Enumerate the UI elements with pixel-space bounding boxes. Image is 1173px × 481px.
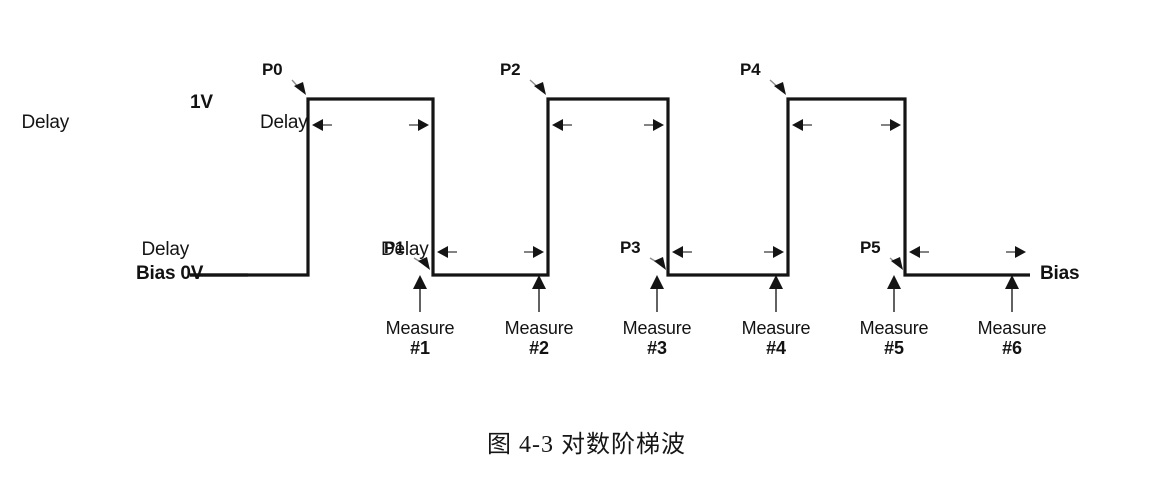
delay-arrow-left-delay-6 — [909, 246, 920, 258]
measure-tick-group — [413, 275, 1019, 312]
measure-arrow-measure-6 — [1005, 275, 1019, 289]
measure-number-measure-1: #1 — [410, 338, 430, 359]
node-arrow-p0 — [294, 82, 306, 95]
measure-label-measure-6: Measure #6 — [978, 318, 1047, 358]
delay-arrow-right-delay-3 — [653, 119, 664, 131]
node-leader-group — [291, 79, 903, 270]
delay-arrow-right-delay-1 — [418, 119, 429, 131]
delay-dimension-group — [312, 119, 1026, 258]
measure-number-measure-2: #2 — [529, 338, 549, 359]
delay-label-delay-5: Delay — [260, 112, 308, 133]
measure-label-text-measure-2: Measure — [504, 318, 574, 338]
bias-left-label: Bias 0V — [136, 263, 204, 284]
bias-right-label: Bias — [1040, 263, 1080, 284]
delay-arrow-right-delay-5 — [890, 119, 901, 131]
measure-label-text-measure-6: Measure — [977, 318, 1047, 338]
measure-arrow-measure-4 — [769, 275, 783, 289]
waveform-path-group — [190, 97, 1030, 277]
measure-label-text-measure-4: Measure — [741, 318, 811, 338]
measure-label-text-measure-1: Measure — [385, 318, 455, 338]
node-arrow-p3 — [654, 257, 666, 270]
figure-caption: 图 4-3 对数阶梯波 — [487, 432, 686, 458]
measure-label-measure-4: Measure #4 — [742, 318, 811, 358]
staircase-waveform-path — [190, 97, 1030, 277]
node-label-p3: P3 — [620, 238, 641, 257]
measure-number-measure-4: #4 — [766, 338, 786, 359]
measure-label-measure-3: Measure #3 — [623, 318, 692, 358]
delay-arrow-left-delay-1 — [312, 119, 323, 131]
measure-label-measure-2: Measure #2 — [505, 318, 574, 358]
delay-arrow-left-delay-3 — [552, 119, 563, 131]
delay-arrow-right-delay-4 — [773, 246, 784, 258]
measure-arrow-measure-3 — [650, 275, 664, 289]
node-label-p5: P5 — [860, 238, 881, 257]
node-label-p0: P0 — [262, 60, 283, 79]
node-label-p2: P2 — [500, 60, 521, 79]
measure-number-measure-5: #5 — [884, 338, 904, 359]
node-label-p4: P4 — [740, 60, 761, 79]
delay-arrow-left-delay-2 — [437, 246, 448, 258]
measure-label-text-measure-5: Measure — [859, 318, 929, 338]
delay-arrow-left-delay-5 — [792, 119, 803, 131]
measure-arrow-measure-5 — [887, 275, 901, 289]
node-arrow-p1 — [418, 257, 430, 270]
measure-label-text-measure-3: Measure — [622, 318, 692, 338]
high-level-label: 1V — [190, 92, 213, 113]
node-arrow-p5 — [891, 257, 903, 270]
delay-arrow-right-delay-6 — [1015, 246, 1026, 258]
measure-number-measure-6: #6 — [1002, 338, 1022, 359]
node-label-p1: P1 — [384, 238, 405, 257]
delay-label-delay-4: Delay — [141, 239, 190, 260]
measure-number-measure-3: #3 — [647, 338, 667, 359]
node-arrow-p2 — [534, 82, 546, 95]
delay-label-delay-3: Delay — [21, 112, 70, 133]
delay-arrow-right-delay-2 — [533, 246, 544, 258]
measure-label-measure-5: Measure #5 — [860, 318, 929, 358]
delay-arrow-left-delay-4 — [672, 246, 683, 258]
measure-arrow-measure-1 — [413, 275, 427, 289]
measure-arrow-measure-2 — [532, 275, 546, 289]
delay-label-delay-6: Delay — [381, 239, 429, 260]
measure-label-measure-1: Measure #1 — [386, 318, 455, 358]
node-arrow-p4 — [774, 82, 786, 95]
